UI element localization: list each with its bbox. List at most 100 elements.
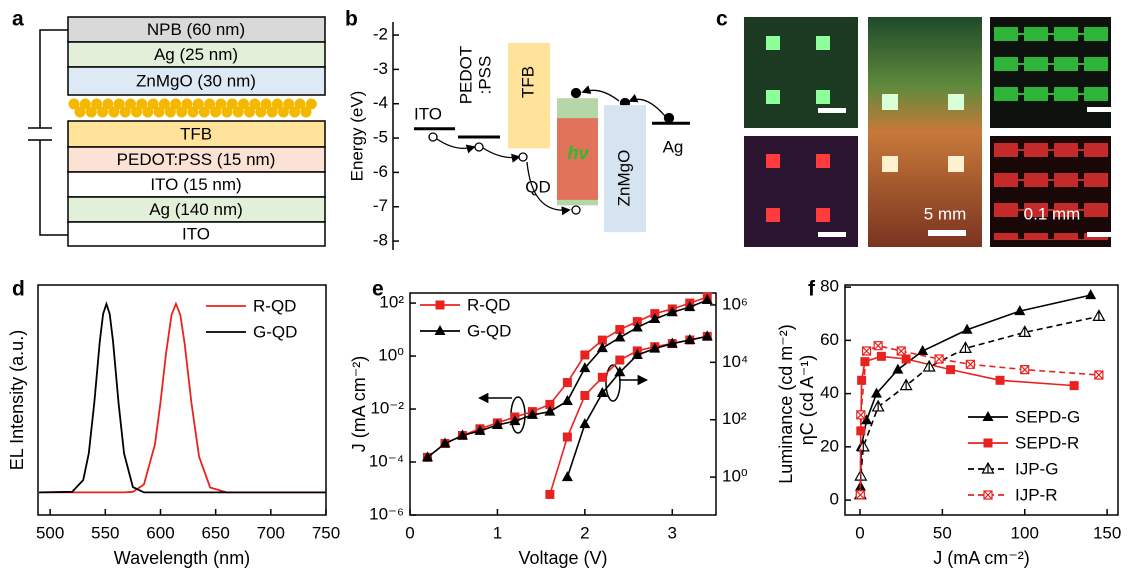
quantum-dot: [289, 107, 300, 118]
marker: [892, 364, 903, 374]
scale-bar: [818, 108, 846, 113]
marker: [857, 411, 865, 419]
quantum-dot: [176, 107, 187, 118]
quantum-dot: [86, 107, 97, 118]
x-tick-label: 0: [855, 523, 864, 542]
y2-tick-label: 10⁴: [722, 352, 748, 371]
quantum-dot: [131, 107, 142, 118]
scale-bar: [928, 230, 966, 236]
photo: [744, 136, 858, 247]
quantum-dot: [255, 107, 266, 118]
marker: [580, 350, 589, 359]
legend-label: R-QD: [467, 295, 510, 314]
y-tick-label: 10²: [379, 293, 404, 312]
x-tick-label: 1: [493, 523, 502, 542]
marker: [1093, 310, 1104, 320]
x-tick-label: 2: [580, 523, 589, 542]
figure: NPB (60 nm)Ag (25 nm)ZnMgO (30 nm)TFBPED…: [0, 0, 1131, 571]
x-axis-label: Wavelength (nm): [114, 548, 250, 568]
marker: [946, 365, 955, 374]
quantum-dot: [142, 107, 153, 118]
panel-label: c: [716, 8, 728, 31]
y-axis-label: EL Intensity (a.u.): [7, 330, 27, 470]
y-axis-label: J (mA cm⁻²): [349, 356, 369, 453]
legend-label: SEPD-R: [1015, 433, 1079, 452]
marker: [877, 352, 886, 361]
scale-label: 0.1 mm: [1024, 204, 1081, 223]
marker: [615, 356, 624, 365]
legend-marker: [983, 463, 994, 473]
legend-label: IJP-G: [1015, 459, 1058, 478]
legend-marker: [435, 325, 446, 335]
stack-bracket: [28, 30, 68, 235]
y2-tick-label: 10²: [722, 409, 747, 428]
marker: [580, 391, 589, 400]
level-label: Ag: [663, 137, 684, 156]
panel-label: d: [12, 278, 25, 301]
quantum-dot: [154, 107, 165, 118]
quantum-dot: [267, 107, 278, 118]
x-tick-label: 600: [146, 523, 174, 542]
y2-tick-label: 10⁰: [722, 467, 748, 486]
y-tick-label: -8: [373, 231, 388, 250]
photos: 5 mm 0.1 mm: [744, 17, 1115, 247]
legend-label: SEPD-G: [1015, 407, 1080, 426]
y-tick-label: -7: [373, 196, 388, 215]
y-tick-label: -3: [373, 59, 388, 78]
panel-label: a: [12, 8, 24, 31]
layer-label: Ag (25 nm): [154, 45, 238, 64]
quantum-dot: [278, 107, 289, 118]
quantum-dot: [108, 107, 119, 118]
marker: [902, 355, 911, 364]
quantum-dot: [165, 107, 176, 118]
legend-label: G-QD: [253, 322, 297, 341]
legend-label: R-QD: [253, 296, 296, 315]
y2-axis-label: Luminance (cd m⁻²): [776, 324, 796, 484]
y-tick-label: 40: [820, 383, 839, 402]
legend-marker: [983, 411, 994, 421]
x-tick-label: 100: [1011, 523, 1039, 542]
layer-label: ZnMgO (30 nm): [136, 71, 256, 90]
plot-frame: [38, 285, 326, 515]
marker: [1095, 371, 1103, 379]
layer-label: PEDOT:PSS (15 nm): [117, 150, 276, 169]
quantum-dot: [120, 107, 131, 118]
marker: [598, 373, 607, 382]
scale-bar: [1087, 232, 1115, 237]
marker: [966, 360, 974, 368]
x-tick-label: 650: [201, 523, 229, 542]
quantum-dot: [221, 107, 232, 118]
quantum-dot: [301, 107, 312, 118]
y-tick-label: 10⁻⁶: [369, 504, 404, 523]
level-label: :PSS: [475, 56, 494, 95]
y2-tick-label: 10⁶: [722, 294, 748, 313]
quantum-dot: [188, 107, 199, 118]
marker: [935, 355, 943, 363]
x-axis-label: Voltage (V): [518, 548, 607, 568]
y-tick-label: 20: [820, 436, 839, 455]
y-axis-label: Energy (eV): [347, 91, 366, 182]
marker: [874, 342, 882, 350]
level-label: PEDOT: [456, 46, 475, 105]
panel-label: b: [345, 8, 358, 31]
marker: [901, 380, 912, 390]
x-tick-label: 150: [1093, 523, 1121, 542]
legend-marker: [984, 439, 993, 448]
y-tick-label: 60: [820, 330, 839, 349]
marker: [1085, 289, 1096, 299]
annotation: hν: [567, 143, 588, 163]
scale-label: 5 mm: [924, 204, 967, 223]
strips: [994, 24, 1108, 114]
marker: [579, 418, 590, 428]
marker: [873, 401, 884, 411]
quantum-dot: [210, 107, 221, 118]
marker: [1070, 381, 1079, 390]
marker: [1021, 366, 1029, 374]
marker: [563, 433, 572, 442]
legend-marker: [436, 301, 445, 310]
x-axis-label: J (mA cm⁻²): [933, 548, 1030, 568]
marker: [545, 490, 554, 499]
quantum-dot: [97, 107, 108, 118]
panel-label: f: [808, 278, 816, 301]
layer-label: Ag (140 nm): [149, 200, 243, 219]
